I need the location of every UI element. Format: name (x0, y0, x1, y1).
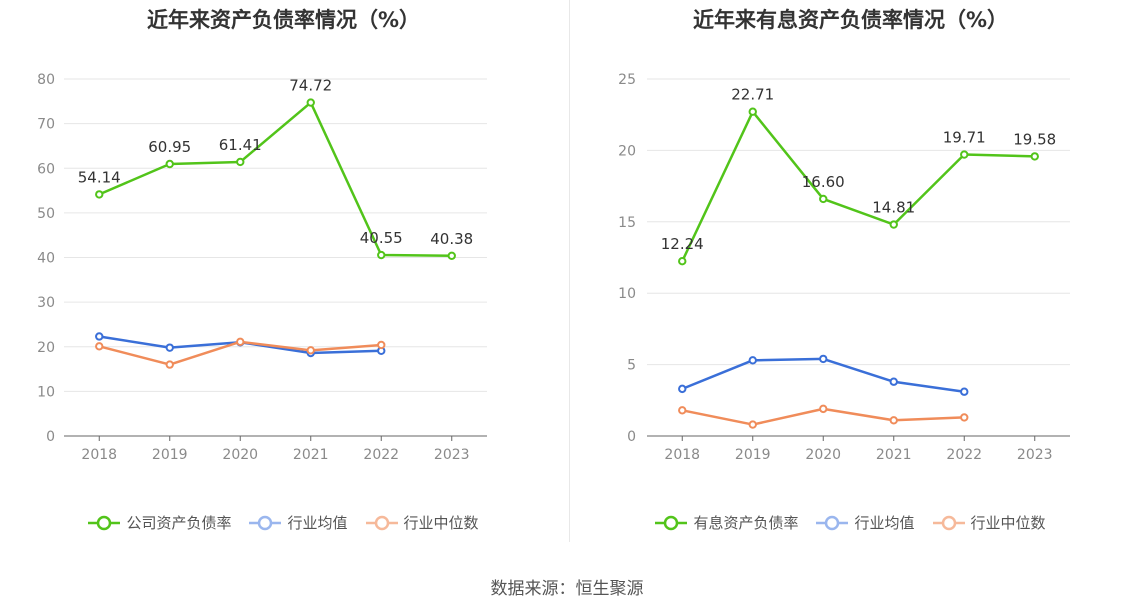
x-tick-label: 2020 (222, 447, 258, 463)
data-point (889, 416, 898, 425)
data-source: 数据来源：恒生聚源 (490, 579, 644, 599)
y-tick-label: 60 (37, 161, 55, 177)
x-tick-label: 2021 (876, 447, 912, 463)
data-point (95, 332, 104, 341)
data-label: 74.72 (289, 77, 332, 95)
series-line (681, 357, 965, 393)
legend-line-circle-icon (932, 515, 965, 530)
data-point (748, 107, 757, 116)
x-tick-label: 2022 (946, 447, 982, 463)
legend-label: 行业中位数 (970, 514, 1046, 532)
legend-label: 公司资产负债率 (126, 514, 232, 532)
y-tick-label: 80 (37, 72, 55, 88)
x-tick-label: 2023 (1017, 447, 1053, 463)
legend-item-industry-mean[interactable]: 行业均值 (249, 512, 348, 533)
data-label: 40.38 (430, 230, 473, 248)
data-label: 54.14 (78, 168, 121, 186)
data-label: 19.71 (943, 129, 986, 147)
series-line (98, 101, 452, 258)
data-label: 22.71 (731, 86, 774, 104)
data-point (377, 250, 386, 260)
series-line (681, 110, 1035, 262)
legend-item-industry-mean[interactable]: 行业均值 (816, 512, 915, 533)
legend-line-circle-icon (88, 515, 121, 530)
x-tick-label: 2018 (664, 447, 700, 463)
data-point (95, 190, 104, 199)
y-tick-label: 40 (37, 251, 55, 267)
data-point (306, 346, 315, 355)
data-point (678, 406, 687, 415)
legend-label: 行业均值 (854, 514, 915, 532)
x-tick-label: 2018 (81, 447, 117, 463)
data-point (1030, 152, 1039, 161)
legend-item-company[interactable]: 公司资产负债率 (88, 512, 231, 533)
legend-label: 行业中位数 (403, 514, 479, 532)
chart-right: 近年来有息资产负债率情况（%） 0 5 10 15 20 25 2018 2019 2020 20… (567, 0, 1134, 560)
x-tick-label: 2020 (805, 447, 841, 463)
x-tick-label: 2021 (293, 447, 329, 463)
chart-left: 近年来资产负债率情况（%） 0 10 20 30 40 50 60 70 80 2018 2019 2… (0, 0, 567, 560)
x-tick-label: 2022 (363, 447, 399, 463)
data-point (236, 157, 245, 167)
legend: 有息资产负债率 行业均值 行业中位数 (567, 512, 1134, 533)
data-point (165, 360, 174, 369)
x-tick-label: 2023 (434, 447, 470, 463)
data-point (748, 420, 757, 429)
chart-title: 近年来资产负债率情况（%） (146, 8, 421, 32)
y-tick-label: 30 (37, 295, 55, 311)
y-tick-label: 20 (618, 143, 636, 159)
data-point (165, 343, 174, 352)
data-point (819, 354, 828, 364)
legend: 公司资产负债率 行业均值 行业中位数 (0, 512, 567, 533)
x-tick-label: 2019 (735, 447, 771, 463)
legend-item-company[interactable]: 有息资产负债率 (655, 512, 798, 533)
legend-line-circle-icon (816, 515, 849, 530)
data-label: 16.60 (802, 173, 845, 191)
chart-title: 近年来有息资产负债率情况（%） (692, 8, 1009, 32)
plot-area: 0 10 20 30 40 50 60 70 80 2018 2019 2020 2021 2022 202… (37, 72, 487, 463)
data-label: 61.41 (219, 136, 262, 154)
legend-line-circle-icon (365, 515, 398, 530)
data-point (960, 150, 969, 159)
data-point (960, 387, 969, 396)
data-point (819, 194, 828, 204)
x-tick-label: 2019 (152, 447, 188, 463)
data-point (95, 342, 104, 351)
y-tick-label: 10 (618, 286, 636, 302)
data-point (678, 257, 687, 266)
legend-label: 有息资产负债率 (693, 514, 799, 532)
y-tick-label: 25 (618, 72, 636, 88)
y-tick-label: 10 (37, 384, 55, 400)
y-tick-label: 0 (46, 429, 55, 445)
data-label: 19.58 (1013, 130, 1056, 148)
legend-line-circle-icon (249, 515, 282, 530)
y-tick-label: 70 (37, 117, 55, 133)
y-tick-label: 5 (627, 358, 636, 374)
data-label: 12.24 (661, 235, 704, 253)
data-point (960, 413, 969, 422)
data-point (306, 98, 315, 107)
data-point (819, 404, 828, 414)
y-tick-label: 50 (37, 206, 55, 222)
data-label: 60.95 (148, 138, 191, 156)
panel-divider (569, 0, 570, 542)
y-tick-label: 0 (627, 429, 636, 445)
legend-label: 行业均值 (287, 514, 348, 532)
legend-item-industry-median[interactable]: 行业中位数 (932, 512, 1046, 533)
data-point (447, 251, 456, 261)
data-point (889, 377, 898, 386)
y-tick-label: 15 (618, 215, 636, 231)
data-point (678, 384, 687, 394)
legend-line-circle-icon (655, 515, 688, 530)
data-point (748, 356, 757, 365)
data-point (377, 340, 386, 350)
data-point (165, 159, 174, 169)
data-label: 14.81 (872, 199, 915, 217)
data-point (889, 220, 898, 229)
y-tick-label: 20 (37, 340, 55, 356)
legend-item-industry-median[interactable]: 行业中位数 (365, 512, 479, 533)
plot-area: 0 5 10 15 20 25 2018 2019 2020 2021 2022 2023 12.24 2… (618, 72, 1070, 463)
data-label: 40.55 (360, 229, 403, 247)
data-point (236, 337, 245, 347)
